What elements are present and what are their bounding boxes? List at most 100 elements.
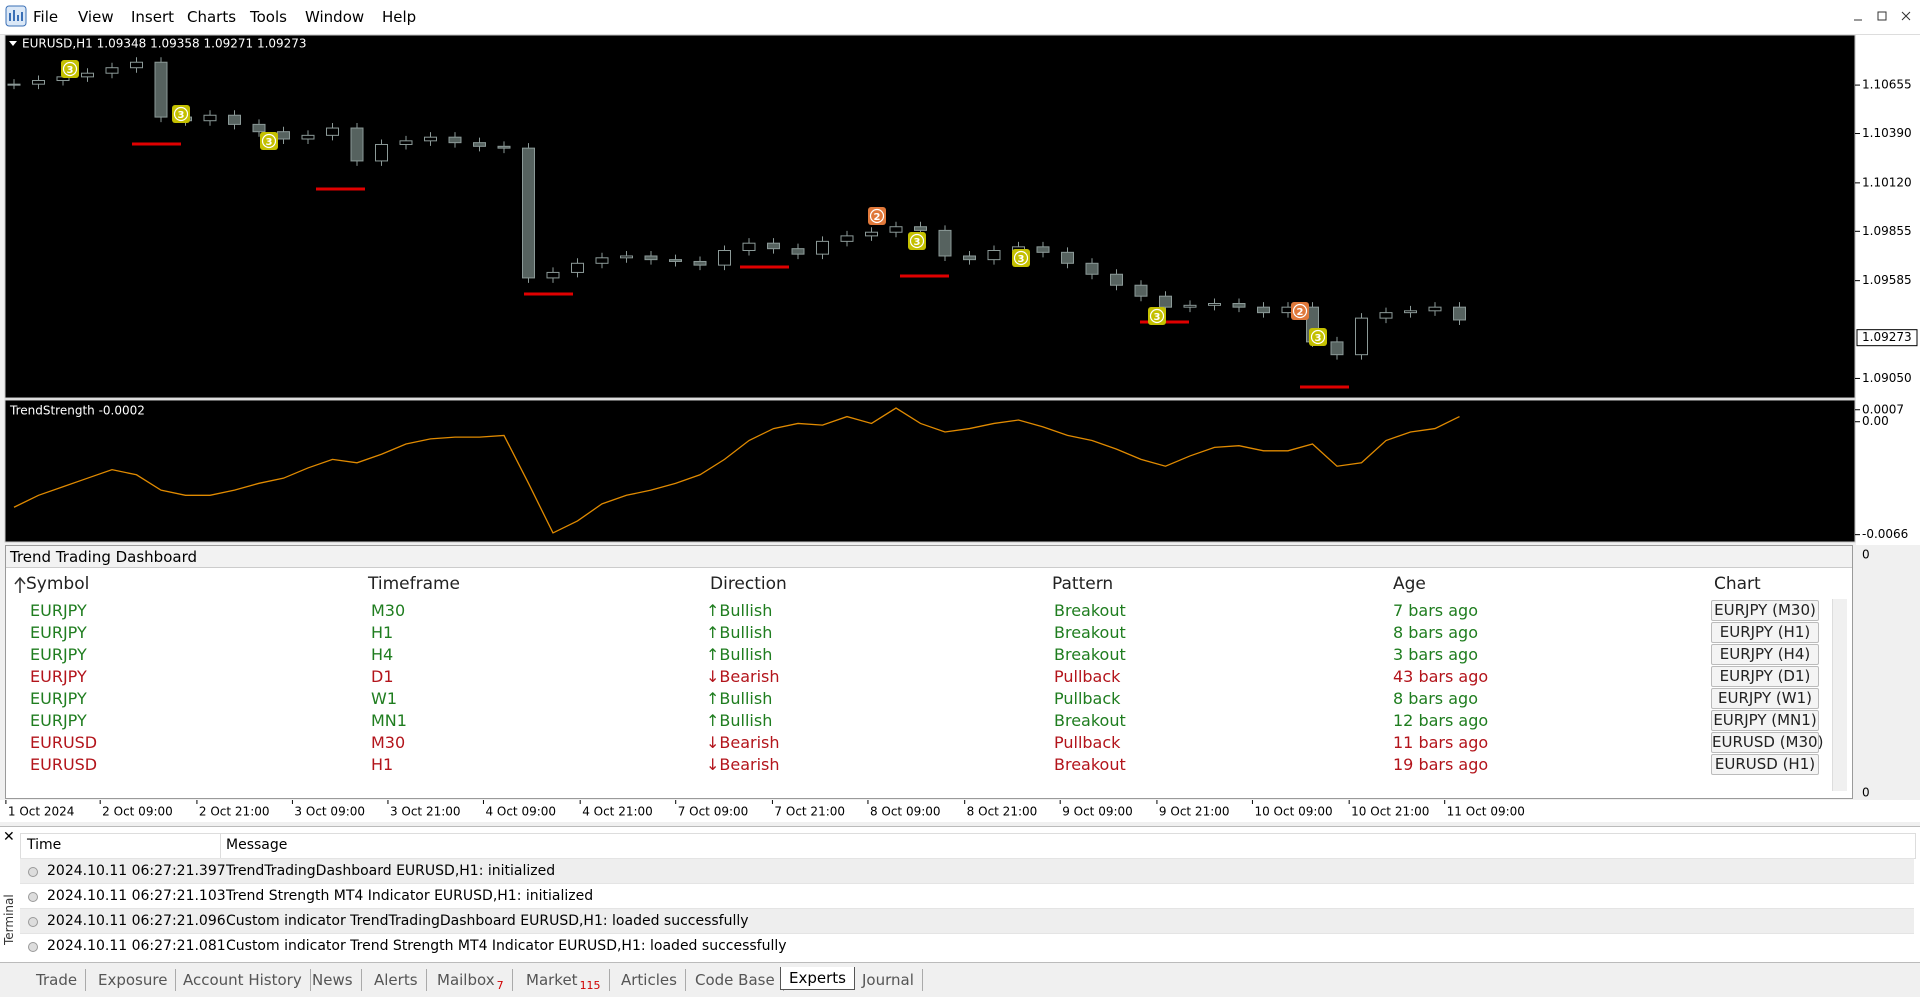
candle — [105, 67, 119, 74]
candle — [1061, 251, 1074, 264]
time-axis — [0, 800, 1920, 822]
current-price-box — [1856, 329, 1918, 347]
cell-pattern: Breakout — [1054, 755, 1126, 774]
log-message: Custom indicator TrendTradingDashboard E… — [226, 913, 749, 929]
chart-button[interactable]: EURJPY (M30) — [1711, 600, 1819, 621]
menu-item[interactable]: File — [33, 8, 59, 26]
current-price-label: 1.09273 — [1862, 330, 1912, 344]
column-header[interactable]: Pattern — [1052, 574, 1114, 594]
tab[interactable]: Mailbox 7 — [429, 969, 513, 992]
cell-age: 19 bars ago — [1393, 755, 1489, 774]
cell-direction: ↓Bearish — [706, 733, 780, 752]
tab[interactable]: Code Base — [687, 969, 784, 991]
tab[interactable]: Experts — [780, 967, 855, 990]
candle — [987, 249, 1001, 261]
x-tick-label: 7 Oct 09:00 — [678, 805, 749, 819]
tab[interactable]: Exposure — [90, 969, 177, 991]
tab[interactable]: News — [304, 969, 362, 991]
pattern-marker-label: 3 — [266, 137, 273, 148]
tab[interactable]: Articles — [613, 969, 686, 991]
log-row: 2024.10.11 06:27:21.096 Custom indicator … — [20, 908, 1914, 934]
sort-arrow[interactable] — [14, 576, 26, 594]
candle — [399, 140, 413, 145]
cell-direction: ↓Bearish — [706, 755, 780, 774]
pattern-marker-ring — [869, 208, 885, 224]
indicator-line — [13, 407, 1460, 534]
symbol-dropdown[interactable] — [9, 41, 17, 46]
x-tick-label: 10 Oct 09:00 — [1254, 805, 1332, 819]
log-header — [20, 833, 1916, 859]
cell-symbol: EURJPY — [30, 711, 87, 730]
candle — [1453, 306, 1466, 321]
column-header[interactable]: Age — [1393, 574, 1426, 594]
tab[interactable]: Market 115 — [518, 969, 610, 992]
tab[interactable]: Trade — [28, 969, 87, 991]
candle — [767, 242, 780, 250]
cell-age: 3 bars ago — [1393, 645, 1478, 664]
pattern-marker-ring — [909, 233, 925, 249]
tab[interactable]: Account History — [175, 969, 311, 991]
chart-button[interactable]: EURJPY (MN1) — [1711, 710, 1819, 731]
pattern-marker-label: 3 — [914, 237, 921, 248]
menu-item[interactable]: Insert — [131, 8, 175, 26]
candle — [326, 127, 339, 136]
candle — [1257, 306, 1270, 314]
candle — [938, 229, 952, 257]
candle — [914, 226, 927, 231]
chart-button[interactable]: EURJPY (H4) — [1711, 644, 1819, 665]
y-tick-label: 1.09585 — [1862, 273, 1912, 287]
menu-item[interactable]: Tools — [250, 8, 287, 26]
cell-timeframe: H1 — [371, 623, 394, 642]
cell-age: 11 bars ago — [1393, 733, 1489, 752]
x-tick-label: 11 Oct 09:00 — [1447, 805, 1525, 819]
log-message: Custom indicator Trend Strength MT4 Indi… — [226, 938, 787, 954]
pattern-marker-label: 3 — [1018, 254, 1025, 265]
log-row: 2024.10.11 06:27:21.081 Custom indicator … — [20, 933, 1914, 959]
x-tick-label: 1 Oct 2024 — [8, 805, 75, 819]
chart-button[interactable]: EURJPY (D1) — [1711, 666, 1819, 687]
cell-pattern: Breakout — [1054, 601, 1126, 620]
tab[interactable]: Alerts — [366, 969, 427, 991]
cell-symbol: EURUSD — [30, 733, 98, 752]
candle — [571, 262, 584, 273]
column-header[interactable]: Direction — [710, 574, 787, 594]
chart-button[interactable]: EURJPY (W1) — [1711, 688, 1819, 709]
candle — [424, 136, 437, 142]
chart-button[interactable]: EURUSD (M30) — [1711, 732, 1824, 753]
chart-button[interactable]: EURJPY (H1) — [1711, 622, 1819, 643]
log-column-header: Message — [226, 837, 288, 853]
x-tick-label: 10 Oct 21:00 — [1351, 805, 1429, 819]
cell-symbol: EURJPY — [30, 623, 87, 642]
candle — [448, 136, 462, 144]
column-header[interactable]: Timeframe — [368, 574, 461, 594]
candle — [228, 114, 241, 125]
column-header[interactable]: Chart — [1714, 574, 1761, 594]
menu-item[interactable]: View — [78, 8, 114, 26]
candle — [840, 235, 854, 242]
price-panel — [4, 34, 1856, 399]
candle — [252, 123, 266, 133]
pattern-marker-ring — [1013, 250, 1029, 266]
menu-item[interactable]: Help — [382, 8, 417, 26]
x-tick-label: 2 Oct 09:00 — [102, 805, 173, 819]
window-controls[interactable] — [1850, 8, 1918, 26]
candle — [1159, 295, 1172, 308]
pattern-marker-label: 2 — [1297, 307, 1304, 318]
scrollbar[interactable] — [1832, 599, 1847, 791]
cell-timeframe: H4 — [371, 645, 394, 664]
column-header[interactable]: Symbol — [26, 574, 90, 594]
chart-button[interactable]: EURUSD (H1) — [1711, 754, 1819, 775]
candle — [7, 83, 21, 86]
cell-pattern: Pullback — [1054, 667, 1121, 686]
candle — [1379, 312, 1393, 319]
cell-timeframe: M30 — [371, 733, 406, 752]
tab[interactable]: Journal — [854, 969, 923, 991]
menu-item[interactable]: Window — [305, 8, 365, 26]
pattern-marker-ring — [1149, 308, 1165, 324]
candle — [669, 259, 682, 262]
price-axis — [1856, 35, 1920, 545]
menu-item[interactable]: Charts — [187, 8, 237, 26]
candle — [154, 61, 168, 118]
close-button[interactable]: ✕ — [3, 829, 15, 845]
